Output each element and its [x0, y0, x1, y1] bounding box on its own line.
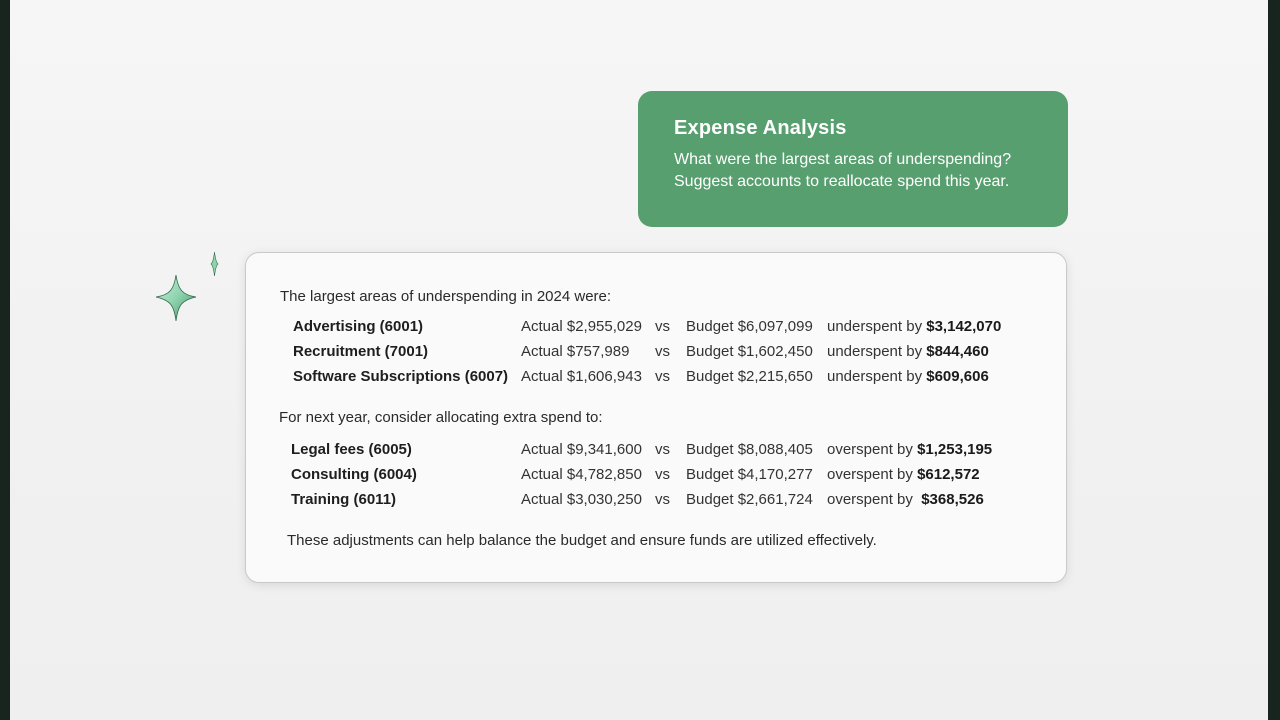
prompt-line-2: Suggest accounts to reallocate spend thi… — [674, 173, 1010, 190]
vs-label: vs — [655, 466, 670, 483]
underspend-row: Recruitment (7001) Actual $757,989 vs Bu… — [246, 341, 1066, 363]
vs-label: vs — [655, 368, 670, 385]
account-name: Software Subscriptions (6007) — [293, 368, 509, 385]
small-sparkle-icon — [210, 251, 219, 277]
overspend-row: Consulting (6004) Actual $4,782,850 vs B… — [246, 464, 1066, 486]
variance-value: $844,460 — [926, 343, 989, 360]
variance-value: $3,142,070 — [926, 318, 1002, 335]
variance: overspent by $368,526 — [827, 489, 984, 511]
variance-label: overspent by — [827, 466, 918, 483]
variance-label: overspent by — [827, 491, 922, 508]
actual-amount: Actual $9,341,600 — [521, 441, 642, 458]
account-name: Consulting (6004) — [291, 466, 417, 483]
vs-label: vs — [655, 318, 670, 335]
overspend-row: Legal fees (6005) Actual $9,341,600 vs B… — [246, 439, 1066, 461]
overspend-row: Training (6011) Actual $3,030,250 vs Bud… — [246, 489, 1066, 511]
variance-label: underspent by — [827, 368, 927, 385]
underspend-intro: The largest areas of underspending in 20… — [280, 288, 612, 305]
variance-value: $612,572 — [917, 466, 980, 483]
account-name: Training (6011) — [291, 491, 397, 508]
account-name: Advertising (6001) — [293, 318, 424, 335]
vs-label: vs — [655, 491, 670, 508]
actual-amount: Actual $757,989 — [521, 343, 630, 360]
budget-amount: Budget $8,088,405 — [686, 441, 813, 458]
variance: underspent by $609,606 — [827, 366, 989, 388]
variance-value: $609,606 — [926, 368, 989, 385]
account-name: Recruitment (7001) — [293, 343, 429, 360]
budget-amount: Budget $6,097,099 — [686, 318, 813, 335]
prompt-line-1: What were the largest areas of underspen… — [674, 151, 1012, 168]
prompt-title: Expense Analysis — [674, 117, 847, 139]
variance: underspent by $844,460 — [827, 341, 989, 363]
variance-label: underspent by — [827, 318, 927, 335]
variance: overspent by $1,253,195 — [827, 439, 992, 461]
budget-amount: Budget $1,602,450 — [686, 343, 813, 360]
vs-label: vs — [655, 441, 670, 458]
right-frame-edge — [1268, 0, 1280, 720]
underspend-row: Advertising (6001) Actual $2,955,029 vs … — [246, 316, 1066, 338]
user-prompt-bubble: Expense Analysis What were the largest a… — [638, 91, 1068, 227]
closing-statement: These adjustments can help balance the b… — [287, 532, 877, 549]
variance-label: underspent by — [827, 343, 927, 360]
actual-amount: Actual $3,030,250 — [521, 491, 642, 508]
variance: overspent by $612,572 — [827, 464, 980, 486]
variance-label: overspent by — [827, 441, 918, 458]
actual-amount: Actual $4,782,850 — [521, 466, 642, 483]
actual-amount: Actual $2,955,029 — [521, 318, 642, 335]
account-name: Legal fees (6005) — [291, 441, 412, 458]
vs-label: vs — [655, 343, 670, 360]
variance-value: $368,526 — [921, 491, 984, 508]
sparkle-icon — [155, 274, 197, 322]
variance-value: $1,253,195 — [917, 441, 993, 458]
ai-response-card: The largest areas of underspending in 20… — [245, 252, 1067, 583]
budget-amount: Budget $4,170,277 — [686, 466, 813, 483]
budget-amount: Budget $2,661,724 — [686, 491, 813, 508]
reallocation-intro: For next year, consider allocating extra… — [279, 409, 603, 426]
underspend-row: Software Subscriptions (6007) Actual $1,… — [246, 366, 1066, 388]
left-frame-edge — [0, 0, 10, 720]
actual-amount: Actual $1,606,943 — [521, 368, 642, 385]
budget-amount: Budget $2,215,650 — [686, 368, 813, 385]
variance: underspent by $3,142,070 — [827, 316, 1001, 338]
